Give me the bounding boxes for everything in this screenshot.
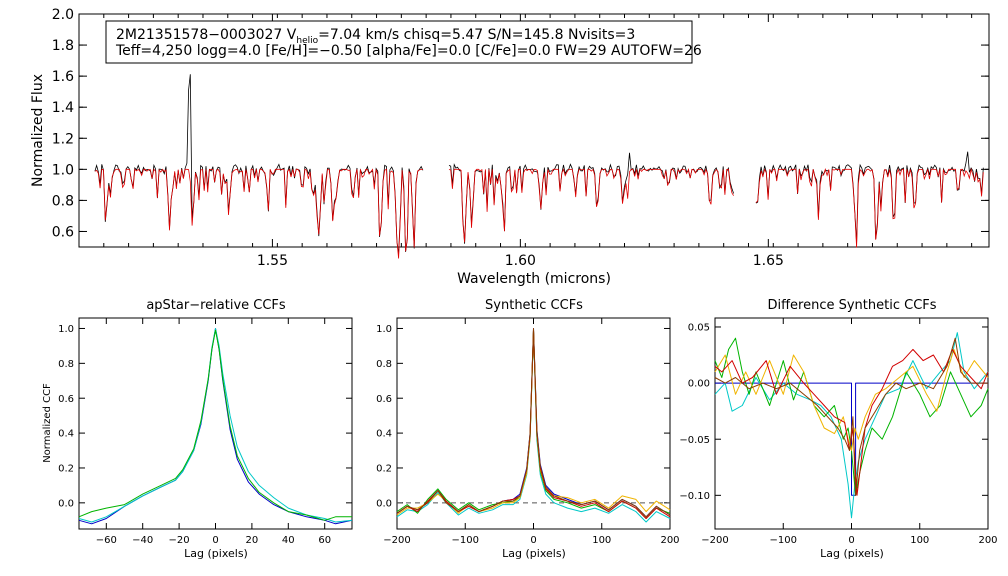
x-tick-label: 0 <box>212 535 218 546</box>
x-tick-label: 1.55 <box>257 253 288 269</box>
axes: −60 −40 −20 0 20 40 60 0.0 0.2 0.4 0.6 0.8 1.0 <box>58 317 353 546</box>
y-tick-label: −0.10 <box>679 491 710 502</box>
ccf-series-3 <box>78 329 352 521</box>
x-tick-label: 1.65 <box>753 253 784 269</box>
y-tick-label: 0.05 <box>688 323 710 334</box>
x-tick-label: 100 <box>592 535 611 546</box>
observed-spectrum-chip-2 <box>448 152 734 244</box>
x-tick-label: −200 <box>701 535 728 546</box>
y-tick-label: 0.6 <box>376 394 392 405</box>
ccf-series-6 <box>714 337 988 496</box>
y-tick-label: 0.6 <box>52 225 74 241</box>
y-tick-label: 0.0 <box>376 498 392 509</box>
y-tick-label: 0.8 <box>52 193 74 209</box>
x-tick-label: −200 <box>383 535 410 546</box>
annotation-line-2: Teff=4,250 logg=4.0 [Fe/H]=−0.50 [alpha/… <box>115 43 702 59</box>
x-tick-label: −60 <box>96 535 117 546</box>
y-tick-label: 1.4 <box>52 100 74 116</box>
x-tick-label: −100 <box>452 535 479 546</box>
spectrum-annotation: 2M21351578−0003027 Vhelio=7.04 km/s chis… <box>105 20 702 64</box>
model-spectrum-chip-3 <box>755 167 984 248</box>
x-axis-label: Wavelength (microns) <box>457 271 611 287</box>
x-tick-label: 200 <box>660 535 679 546</box>
x-axis-label: Lag (pixels) <box>184 547 248 560</box>
y-tick-label: 1.0 <box>58 324 74 335</box>
y-tick-label: 0.6 <box>58 394 74 405</box>
x-tick-label: −100 <box>770 535 797 546</box>
x-tick-label: 200 <box>978 535 997 546</box>
x-tick-label: 1.60 <box>505 253 536 269</box>
y-tick-label: 0.4 <box>58 429 74 440</box>
plot-frame <box>78 13 990 248</box>
y-tick-label: 1.0 <box>52 162 74 178</box>
y-tick-label: 1.8 <box>52 38 74 54</box>
x-tick-label: 0 <box>848 535 854 546</box>
x-tick-label: 40 <box>282 535 295 546</box>
x-axis-label: Lag (pixels) <box>502 547 566 560</box>
y-axis-label-text: Normalized Flux <box>30 74 46 187</box>
panel-title: Synthetic CCFs <box>485 298 583 313</box>
panel-title: Difference Synthetic CCFs <box>767 298 936 313</box>
y-tick-label: −0.05 <box>679 435 710 446</box>
y-tick-label: 1.2 <box>52 131 74 147</box>
y-tick-label: 0.00 <box>688 379 710 390</box>
apstar-ccf-panel: apStar−relative CCFs Lag (pixels) Normal… <box>42 298 353 560</box>
y-tick-label: 1.6 <box>52 69 74 85</box>
x-tick-label: −40 <box>132 535 153 546</box>
y-tick-label: 0.8 <box>376 359 392 370</box>
difference-ccf-panel: Difference Synthetic CCFs Lag (pixels) −… <box>679 298 997 560</box>
x-tick-label: 20 <box>246 535 259 546</box>
spectrum-panel: Normalized Flux Wavelength (microns) 1.5… <box>30 7 990 287</box>
x-axis-label: Lag (pixels) <box>820 547 884 560</box>
y-tick-label: 0.4 <box>376 429 392 440</box>
y-tick-label: 0.2 <box>376 464 392 475</box>
axes: −200 −100 0 100 200 0.0 0.2 0.4 0.6 0.8 1.0 <box>376 317 680 546</box>
x-tick-label: 100 <box>910 535 929 546</box>
model-spectrum-chip-2 <box>448 167 734 243</box>
y-tick-label: 2.0 <box>52 7 74 23</box>
y-tick-label: 1.0 <box>376 324 392 335</box>
y-tick-label: 0.0 <box>58 498 74 509</box>
model-spectrum-chip-1 <box>94 168 423 259</box>
x-tick-label: 0 <box>530 535 536 546</box>
ccf-series-6 <box>396 328 671 518</box>
y-tick-label: 0.8 <box>58 359 74 370</box>
axes: 1.55 1.60 1.65 0.6 0.8 1.0 1.2 1.4 1.6 1.8 2.0 <box>52 7 990 269</box>
x-tick-label: 60 <box>318 535 331 546</box>
ccf-series-4 <box>714 348 989 451</box>
x-tick-label: −20 <box>169 535 190 546</box>
ccf-series-2 <box>78 328 353 523</box>
y-axis-label: Normalized CCF <box>42 383 53 463</box>
annotation-line-1: 2M21351578−0003027 Vhelio=7.04 km/s chis… <box>116 27 635 46</box>
synthetic-ccf-panel: Synthetic CCFs Lag (pixels) −200 −100 0 100… <box>376 298 679 560</box>
ccf-series-3 <box>714 337 989 496</box>
y-axis-label: Normalized Flux <box>30 74 46 187</box>
panel-title: apStar−relative CCFs <box>146 298 286 313</box>
y-tick-label: 0.2 <box>58 464 74 475</box>
